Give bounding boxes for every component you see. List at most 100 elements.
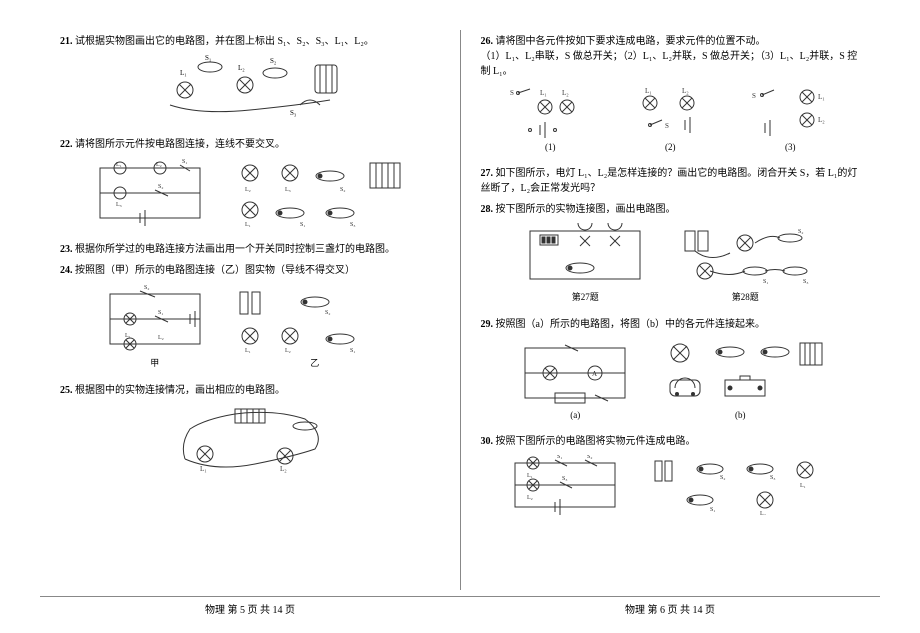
q26-label-1: (1) [500,142,600,152]
footer-left: 物理 第 5 页 共 14 页 [40,601,460,616]
svg-text:S₁: S₁ [182,159,187,165]
q29-label-b: (b) [655,410,825,420]
q21-text: 试根据实物图画出它的电路图，并在图上标出 S₁、S₂、S₃、L₁、L₂。 [75,36,374,47]
q24-figure: S₂ S₁ L₁ L₂ 甲 [60,284,440,369]
q29-num: 29. [481,319,494,330]
svg-text:L₂: L₂ [682,87,689,95]
svg-text:L₁: L₁ [527,473,533,479]
question-22: 22. 请将图所示元件按电路图连接，连线不要交叉。 [60,137,440,152]
q26-label-2: (2) [620,142,720,152]
svg-text:L₃: L₃ [285,187,291,193]
svg-text:S₁: S₁ [350,348,355,354]
q30-text: 按照下图所示的电路图将实物元件连成电路。 [496,436,696,447]
svg-text:L₂: L₂ [280,465,287,473]
q26-sub: （1）L₁、L₂串联，S 做总开关；（2）L₁、L₂并联，S 做总开关；（3）L… [481,51,858,77]
q24-label-a: 甲 [100,356,210,369]
svg-text:S₃: S₃ [290,109,297,117]
svg-text:L₁: L₁ [200,465,207,473]
svg-text:L₂: L₂ [238,64,245,72]
svg-text:L₁: L₁ [245,222,251,228]
svg-text:L₂: L₂ [158,335,164,341]
svg-text:L₂: L₂ [156,162,162,168]
svg-text:L₁: L₁ [540,89,547,97]
svg-text:S: S [510,89,514,97]
svg-text:S₃: S₃ [803,279,808,285]
svg-text:S₃: S₃ [350,222,355,228]
q28-text: 按下图所示的实物连接图，画出电路图。 [496,204,676,215]
svg-text:S₁: S₁ [763,279,768,285]
question-24: 24. 按照图（甲）所示的电路图连接（乙）图实物（导线不得交叉） [60,263,440,278]
svg-text:L₂: L₂ [245,187,251,193]
svg-text:S₂: S₂ [144,285,149,291]
q28-fig-label: 第28题 [670,290,820,303]
q26-num: 26. [481,36,494,47]
svg-text:S: S [752,92,756,100]
svg-text:S₂: S₂ [720,475,725,481]
svg-text:L₁: L₁ [645,87,652,95]
svg-text:S₁: S₁ [300,222,305,228]
q23-text: 根据你所学过的电路连接方法画出用一个开关同时控制三盏灯的电路图。 [75,244,395,255]
svg-text:S₁: S₁ [158,310,163,316]
svg-text:L₃: L₃ [116,202,122,208]
question-23: 23. 根据你所学过的电路连接方法画出用一个开关同时控制三盏灯的电路图。 [60,242,440,257]
q27-text: 如下图所示，电灯 L₁、L₂是怎样连接的？画出它的电路图。闭合开关 S，若 L₁… [481,168,858,194]
svg-text:L₁: L₁ [116,162,122,168]
q26-label-3: (3) [740,142,840,152]
left-column: 21. 试根据实物图画出它的电路图，并在图上标出 S₁、S₂、S₃、L₁、L₂。 [40,30,460,590]
question-30: 30. 按照下图所示的电路图将实物元件连成电路。 [481,434,861,449]
svg-text:L₁: L₁ [180,69,187,77]
question-27: 27. 如下图所示，电灯 L₁、L₂是怎样连接的？画出它的电路图。闭合开关 S，… [481,166,861,196]
q22-num: 22. [60,139,73,150]
q26-figure: S L₁ L₂ (1) L₁ L₂ [481,85,861,152]
q29-label-a: (a) [515,410,635,420]
svg-text:S₁: S₁ [205,55,211,62]
svg-text:A: A [592,370,597,378]
q29-text: 按照图（a）所示的电路图，将图（b）中的各元件连接起来。 [496,319,765,330]
svg-text:L₂: L₂ [760,511,766,515]
svg-text:L₂: L₂ [527,495,533,501]
svg-text:S₃: S₃ [562,476,567,482]
svg-text:S₁: S₁ [710,507,715,513]
q24-label-b: 乙 [230,356,400,369]
svg-text:L₂: L₂ [818,116,825,124]
question-29: 29. 按照图（a）所示的电路图，将图（b）中的各元件连接起来。 [481,317,861,332]
footer-rule [40,596,880,597]
q23-num: 23. [60,244,73,255]
svg-text:L₂: L₂ [285,348,291,354]
svg-text:S: S [665,122,669,130]
q27-fig-label: 第27题 [520,290,650,303]
q24-num: 24. [60,265,73,276]
question-28: 28. 按下图所示的实物连接图，画出电路图。 [481,202,861,217]
q25-figure: L₁ L₂ [60,404,440,479]
q21-figure: L₁ L₂ S₁ S₂ S₃ [60,55,440,123]
svg-text:S₂: S₂ [325,310,330,316]
svg-text:S₁: S₁ [557,455,562,460]
q25-num: 25. [60,385,73,396]
q27-num: 27. [481,168,494,179]
svg-text:S₂: S₂ [340,187,345,193]
q24-text: 按照图（甲）所示的电路图连接（乙）图实物（导线不得交叉） [75,265,355,276]
question-25: 25. 根据图中的实物连接情况，画出相应的电路图。 [60,383,440,398]
page: 21. 试根据实物图画出它的电路图，并在图上标出 S₁、S₂、S₃、L₁、L₂。 [0,0,920,633]
svg-text:S₂: S₂ [270,57,277,65]
svg-text:S₂: S₂ [158,184,163,190]
svg-text:S₃: S₃ [770,475,775,481]
svg-text:L₁: L₁ [125,333,131,339]
q25-text: 根据图中的实物连接情况，画出相应的电路图。 [75,385,285,396]
q21-num: 21. [60,36,73,47]
q30-figure: L₁ S₁ S₂ L₂ S₃ S₂ S₃ [481,455,861,515]
q30-num: 30. [481,436,494,447]
q22-text: 请将图所示元件按电路图连接，连线不要交叉。 [75,139,285,150]
columns: 21. 试根据实物图画出它的电路图，并在图上标出 S₁、S₂、S₃、L₁、L₂。 [40,30,880,590]
q22-figure: L₁ L₂ S₁ L₃ S₂ L₂ L₃ S₂ [60,158,440,228]
svg-text:S₂: S₂ [798,229,803,235]
q26-text: 请将图中各元件按如下要求连成电路，要求元件的位置不动。 [496,36,766,47]
q28-num: 28. [481,204,494,215]
q29-figure: A (a) [481,338,861,420]
question-21: 21. 试根据实物图画出它的电路图，并在图上标出 S₁、S₂、S₃、L₁、L₂。 [60,34,440,49]
footer-right: 物理 第 6 页 共 14 页 [460,601,880,616]
svg-text:L₂: L₂ [562,89,569,97]
q27-28-figure: 第27题 S₂ S₁ S₃ [481,223,861,303]
svg-text:S₂: S₂ [587,455,592,460]
footer: 物理 第 5 页 共 14 页 物理 第 6 页 共 14 页 [40,601,880,616]
